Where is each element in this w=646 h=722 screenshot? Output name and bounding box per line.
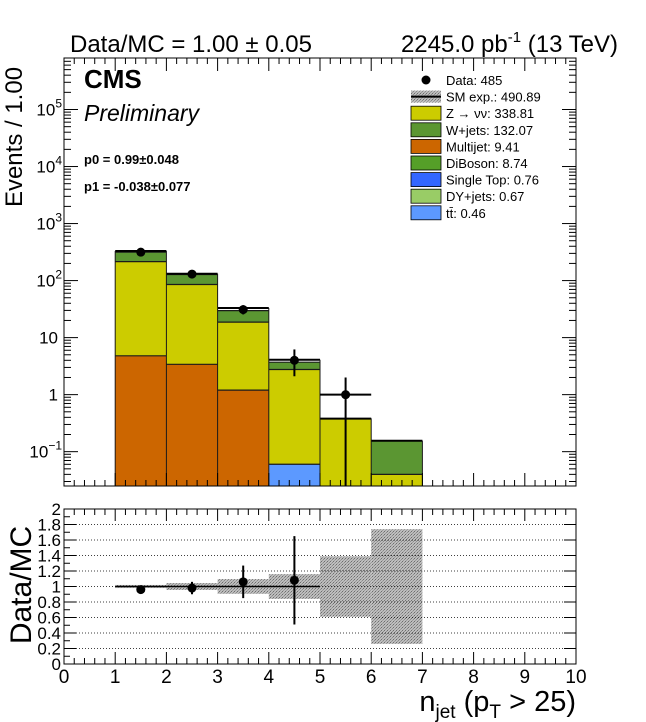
ratio-y-tick-label: 1 — [52, 578, 61, 597]
x-axis-title-end: > 25) — [501, 686, 576, 718]
main-y-tick-label: 104 — [36, 154, 62, 177]
ratio-y-tick-label: 1.2 — [37, 562, 61, 581]
bar-multijet-bin-2 — [166, 364, 218, 486]
legend-label-data: Data: 485 — [446, 73, 502, 88]
legend-swatch-wjets — [410, 122, 442, 138]
legend-data-marker — [421, 75, 431, 85]
ratio-plot: 00.20.40.60.811.21.41.61.820 1 2 3 4 5 6 7 8 9 10 — [37, 500, 586, 688]
main-panel: 10−1 1 10 102 103 104 105 CMS Preliminary p0 =… — [1, 57, 577, 487]
data-point — [289, 355, 299, 365]
ratio-point — [289, 575, 299, 585]
legend-label-multijet: Multijet: 9.41 — [446, 139, 520, 154]
x-tick-label: 4 — [264, 667, 275, 688]
x-axis-title: njet (pT > 25) — [419, 686, 576, 722]
ratio-panel: 00.20.40.60.811.21.41.61.820 1 2 3 4 5 6 7 8 9 10 … — [5, 500, 587, 722]
legend-swatch-diboson — [410, 155, 442, 171]
legend-label-ttbar: tt̄: 0.46 — [446, 206, 486, 221]
cms-label: CMS — [84, 64, 142, 94]
data-points — [136, 247, 372, 486]
ratio-y-tick-label: 0.8 — [37, 593, 61, 612]
ratio-y-tick-label: 2 — [52, 500, 61, 519]
ratio-frame — [63, 508, 577, 665]
legend-label-znunu: Z → νν: 338.81 — [446, 106, 534, 121]
data-point — [136, 247, 146, 257]
x-axis-title-mid: (p — [456, 686, 490, 718]
data-point — [238, 305, 248, 315]
x-tick-label: 10 — [565, 667, 586, 688]
bar-znunu-bin-6 — [371, 474, 423, 486]
x-tick-label: 0 — [59, 667, 70, 688]
legend-label-diboson: DiBoson: 8.74 — [446, 156, 528, 171]
main-frame — [63, 57, 577, 487]
x-tick-label: 3 — [212, 667, 223, 688]
lumi-exponent: -1 — [508, 29, 521, 46]
bar-multijet-bin-1 — [115, 355, 167, 486]
x-axis-title-sub2: T — [489, 702, 501, 722]
ratio-y-tick-label: 0 — [52, 655, 61, 674]
stacked-histogram — [114, 250, 423, 486]
legend-swatch-ttbar — [410, 205, 442, 221]
legend-label-wjets: W+jets: 132.07 — [446, 123, 533, 138]
fit-p1: p1 = -0.038±0.077 — [84, 179, 191, 194]
ratio-band-bin-5 — [320, 556, 372, 617]
legend-label-dyjets: DY+jets: 0.67 — [446, 189, 524, 204]
ratio-point — [187, 583, 197, 593]
x-tick-label: 5 — [315, 667, 326, 688]
legend-label-sm: SM exp.: 490.89 — [446, 90, 541, 105]
bar-multijet-bin-3 — [217, 390, 269, 486]
main-axes: 10−1 1 10 102 103 104 105 — [29, 57, 577, 486]
fit-p0: p0 = 0.99±0.048 — [84, 152, 179, 167]
ratio-y-axis-title: Data/MC — [5, 526, 38, 644]
legend-swatch-znunu — [410, 105, 442, 121]
ratio-point — [136, 585, 146, 595]
main-y-tick-label: 103 — [36, 211, 62, 234]
legend: Data: 485 SM exp.: 490.89Z → νν: 338.81 W+… — [410, 73, 541, 221]
x-axis-title-sub: jet — [435, 702, 457, 722]
main-y-tick-label: 10 — [39, 329, 58, 348]
lumi-energy: (13 TeV) — [521, 31, 618, 58]
main-y-axis-title: Events / 1.00 — [1, 67, 28, 207]
legend-swatch-multijet — [410, 138, 442, 154]
ratio-y-tick-label: 1.8 — [37, 516, 61, 535]
main-y-tick-label: 102 — [36, 268, 62, 291]
data-point — [187, 269, 197, 279]
bar-ttbar-bin-4 — [268, 464, 320, 486]
ratio-y-tick-label: 0.4 — [37, 624, 61, 643]
ratio-y-tick-label: 0.2 — [37, 640, 61, 659]
luminosity-label: 2245.0 pb-1 (13 TeV) — [401, 29, 618, 58]
x-axis-title-n: n — [419, 686, 435, 718]
x-tick-label: 8 — [468, 667, 479, 688]
ratio-band-bin-6 — [371, 529, 423, 644]
main-y-tick-label: 1 — [49, 386, 58, 405]
ratio-y-tick-label: 0.6 — [37, 609, 61, 628]
main-y-tick-label: 10−1 — [29, 439, 62, 462]
data-point — [341, 390, 351, 400]
lumi-value: 2245.0 pb — [401, 31, 508, 58]
legend-label-singletop: Single Top: 0.76 — [446, 173, 539, 188]
x-tick-label: 6 — [366, 667, 377, 688]
ratio-y-tick-label: 1.4 — [37, 547, 61, 566]
ratio-y-tick-label: 1.6 — [37, 531, 61, 550]
data-mc-summary: Data/MC = 1.00 ± 0.05 — [70, 31, 312, 58]
main-y-tick-label: 105 — [36, 97, 62, 120]
x-tick-label: 1 — [110, 667, 121, 688]
preliminary-label: Preliminary — [84, 100, 201, 126]
x-tick-label: 2 — [161, 667, 172, 688]
x-tick-label: 7 — [417, 667, 428, 688]
x-tick-label: 9 — [520, 667, 531, 688]
legend-swatch-dyjets — [410, 188, 442, 204]
legend-swatch-singletop — [410, 172, 442, 188]
ratio-point — [238, 577, 248, 587]
